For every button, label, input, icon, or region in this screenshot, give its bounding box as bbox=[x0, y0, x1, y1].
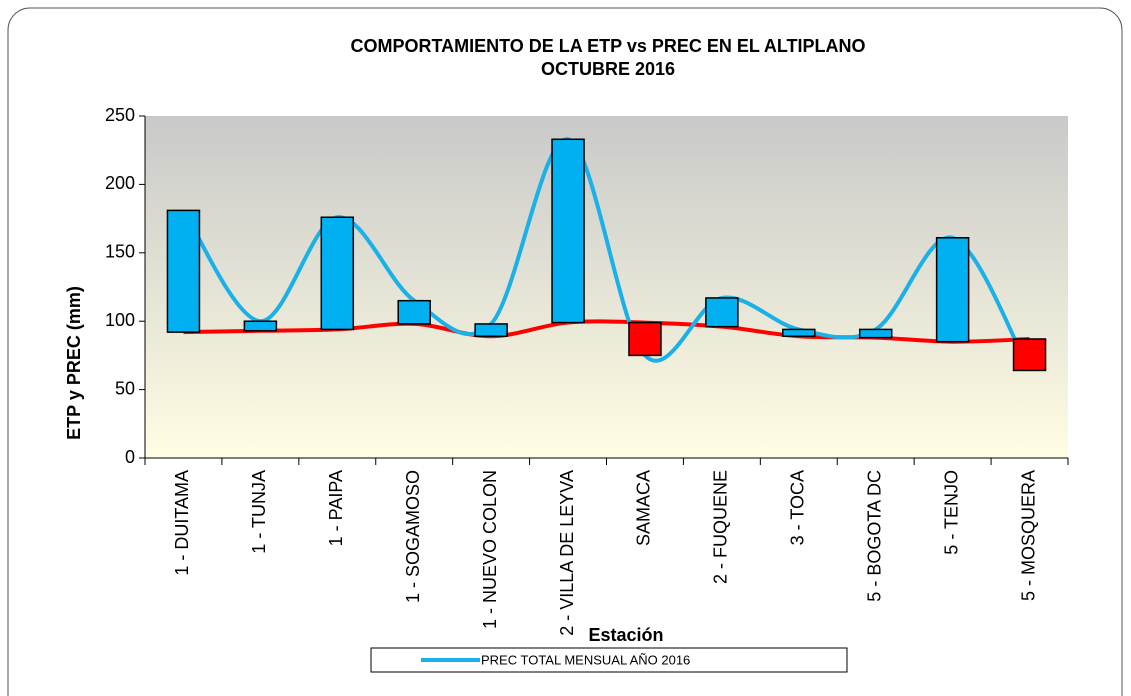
x-tick-label: 3 - TOCA bbox=[788, 470, 808, 545]
updown-bar bbox=[397, 299, 431, 325]
updown-bar bbox=[1012, 338, 1047, 372]
x-tick-label: 1 - DUITAMA bbox=[172, 470, 192, 576]
updown-bar bbox=[551, 138, 585, 324]
y-tick-label: 0 bbox=[125, 447, 135, 467]
x-tick-label: 1 - PAIPA bbox=[326, 470, 346, 546]
updown-bar bbox=[628, 321, 662, 357]
y-tick-label: 200 bbox=[105, 173, 135, 193]
x-tick-label: 5 - MOSQUERA bbox=[1018, 470, 1038, 601]
x-axis-title: Estación bbox=[588, 625, 663, 645]
y-axis-title: ETP y PREC (mm) bbox=[64, 286, 84, 440]
legend-label: PREC TOTAL MENSUAL AÑO 2016 bbox=[481, 652, 690, 667]
y-tick-label: 50 bbox=[115, 378, 135, 398]
updown-bar bbox=[705, 297, 739, 328]
updown-bar bbox=[243, 320, 278, 332]
x-tick-label: 5 - TENJO bbox=[941, 470, 961, 555]
x-tick-label: 2 - FUQUENE bbox=[711, 470, 731, 584]
plot-area bbox=[145, 116, 1068, 458]
updown-bar bbox=[935, 237, 970, 343]
x-tick-label: SAMACA bbox=[634, 470, 654, 546]
x-tick-label: 5 - BOGOTA DC bbox=[864, 470, 884, 602]
x-tick-label: 1 - SOGAMOSO bbox=[403, 470, 423, 603]
updown-bar bbox=[858, 328, 893, 339]
chart-subtitle: OCTUBRE 2016 bbox=[541, 59, 675, 79]
x-tick-label: 1 - NUEVO COLON bbox=[480, 470, 500, 629]
y-tick-label: 150 bbox=[105, 242, 135, 262]
updown-bar bbox=[320, 216, 355, 331]
y-tick-label: 250 bbox=[105, 105, 135, 125]
chart-title: COMPORTAMIENTO DE LA ETP vs PREC EN EL A… bbox=[350, 36, 865, 56]
y-tick-label: 100 bbox=[105, 310, 135, 330]
updown-bar bbox=[166, 209, 201, 333]
updown-bar bbox=[782, 328, 816, 337]
x-tick-label: 1 - TUNJA bbox=[249, 470, 269, 554]
x-tick-label: 2 - VILLA DE LEYVA bbox=[557, 470, 577, 636]
updown-bar bbox=[474, 323, 508, 337]
